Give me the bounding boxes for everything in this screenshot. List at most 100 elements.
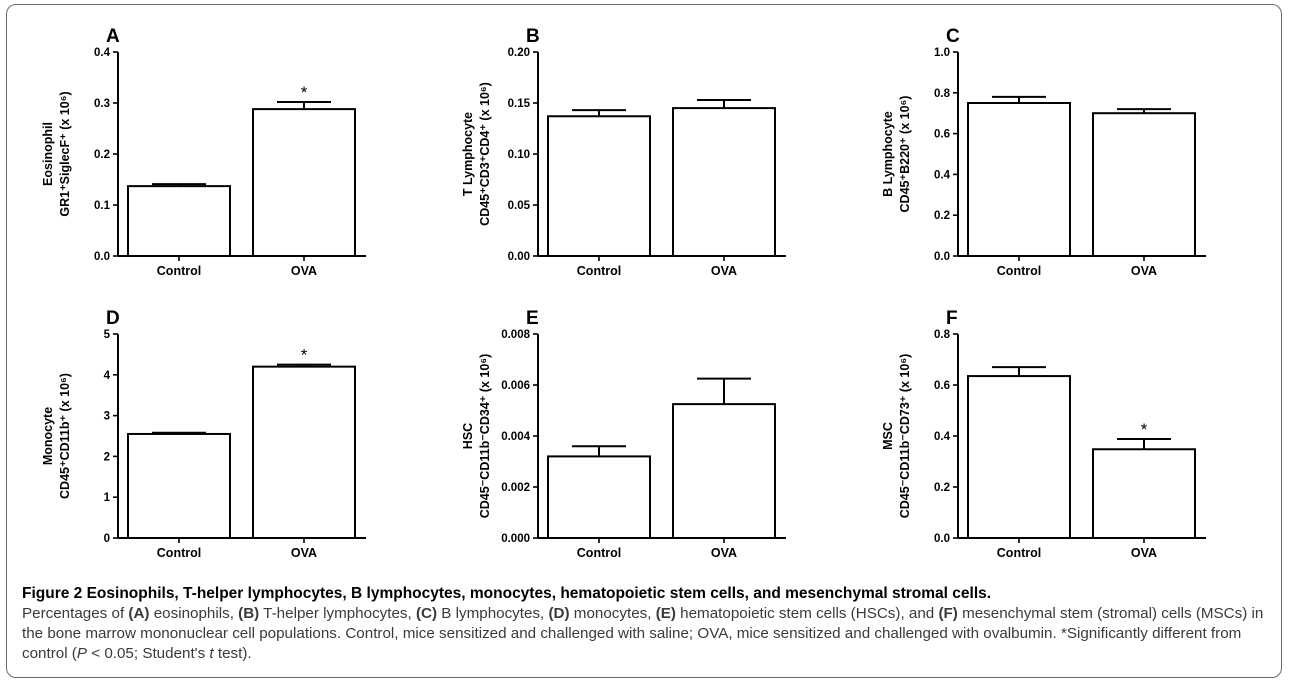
y-tick-label: 0.05 [508, 200, 531, 212]
y-tick-label: 2 [104, 451, 110, 463]
y-axis-label: CD45⁺CD3⁺CD4⁺ (x 10⁶) [478, 82, 492, 226]
panel-label: B [526, 26, 540, 47]
caption-label-b: (B) [238, 605, 260, 622]
bar-chart-b: B 0.00 0.05 0.10 0.15 0.20 T Lymphocyte CD45⁺CD… [461, 26, 786, 278]
caption-text: T-helper lymphocytes, [259, 605, 416, 622]
y-tick-label: 0.1 [94, 200, 111, 212]
caption-label-e: (E) [655, 605, 676, 622]
panel-a: A 0.0 0.1 0.2 0.3 0.4 Eosinophil GR1⁺SiglecF⁺ (… [8, 8, 428, 328]
y-tick-label: 0.2 [94, 149, 110, 161]
y-tick-label: 0.0 [934, 251, 950, 263]
panel-b: B 0.00 0.05 0.10 0.15 0.20 T Lymphocyte CD45⁺CD… [428, 8, 848, 328]
bar [1092, 112, 1196, 257]
x-tick-label: OVA [1131, 264, 1157, 278]
caption-label-f: (F) [938, 605, 958, 622]
bar-chart-e: E 0.000 0.002 0.004 0.006 0.008 HSC CD45⁻CD11b⁻… [461, 308, 786, 560]
bar [127, 185, 231, 258]
y-tick-label: 0.0 [934, 533, 950, 545]
y-axis-label: HSC [461, 423, 475, 449]
bar [1092, 448, 1196, 539]
x-tick-label: Control [157, 546, 201, 560]
caption-label-c: (C) [415, 605, 438, 622]
bar [967, 102, 1071, 257]
y-tick-label: 0.006 [501, 380, 530, 392]
y-tick-label: 4 [104, 370, 111, 382]
bar [127, 432, 231, 540]
bar-chart-d: D 0 1 2 3 4 5 Monocyte CD45⁺CD11b⁺ (x 10⁶) Contro… [41, 308, 366, 560]
y-axis-label: T Lymphocyte [461, 112, 475, 196]
y-tick-label: 0.2 [934, 210, 950, 222]
caption-t-symbol: t [209, 645, 214, 662]
caption-text: eosinophils, [149, 605, 239, 622]
y-tick-label: 0.002 [501, 482, 530, 494]
x-tick-label: Control [997, 546, 1041, 560]
bar [547, 115, 651, 258]
y-axis-label: B Lymphocyte [881, 111, 895, 197]
panel-e: E 0.000 0.002 0.004 0.006 0.008 HSC CD45⁻CD11b⁻… [428, 290, 848, 610]
y-axis-label: CD45⁻CD11b⁻CD73⁺ (x 10⁶) [898, 354, 912, 519]
x-tick-label: OVA [1131, 546, 1157, 560]
y-tick-label: 0.4 [934, 169, 951, 181]
panel-label: A [106, 26, 120, 47]
y-tick-label: 0.00 [508, 251, 530, 263]
caption-text: B lymphocytes, [437, 605, 549, 622]
caption-text: mesenchymal stem (stromal) cells (MSCs) … [22, 605, 1264, 662]
y-tick-label: 0.008 [501, 329, 530, 341]
x-tick-label: OVA [291, 546, 317, 560]
panel-label: D [106, 308, 120, 329]
x-tick-label: Control [997, 264, 1041, 278]
y-tick-label: 1 [104, 492, 111, 504]
y-tick-label: 0.6 [934, 129, 950, 141]
panel-d: D 0 1 2 3 4 5 Monocyte CD45⁺CD11b⁺ (x 10⁶) Contro… [8, 290, 428, 610]
y-tick-label: 0.15 [508, 98, 531, 110]
y-tick-label: 0.0 [94, 251, 110, 263]
caption-title: Figure 2 Eosinophils, T-helper lymphocyt… [22, 585, 992, 602]
y-axis-label: CD45⁻CD11b⁻CD34⁺ (x 10⁶) [478, 354, 492, 519]
y-tick-label: 0.004 [501, 431, 530, 443]
bar-chart-f: F 0.0 0.2 0.4 0.6 0.8 MSC CD45⁻CD11b⁻CD73⁺ (x 1… [881, 308, 1206, 560]
y-tick-label: 1.0 [934, 47, 950, 59]
caption-text: Percentages of [22, 605, 129, 622]
x-tick-label: OVA [291, 264, 317, 278]
bar [547, 455, 651, 539]
caption-body: Percentages of (A) eosinophils, (B) T-he… [22, 604, 1272, 664]
caption-text: test). [213, 645, 252, 662]
figure-frame [6, 4, 1282, 678]
bar [252, 365, 356, 539]
y-tick-label: 0.4 [94, 47, 111, 59]
x-tick-label: OVA [711, 264, 737, 278]
y-axis-label: CD45⁺B220⁺ (x 10⁶) [898, 96, 912, 213]
caption-text: < 0.05; Student's [87, 645, 210, 662]
panel-label: C [946, 26, 960, 47]
y-tick-label: 3 [104, 411, 110, 423]
bar [672, 107, 776, 257]
y-axis-label: MSC [881, 422, 895, 450]
caption-label-d: (D) [548, 605, 570, 622]
figure-caption: Figure 2 Eosinophils, T-helper lymphocyt… [22, 584, 1272, 664]
y-tick-label: 0 [104, 533, 110, 545]
y-tick-label: 0.20 [508, 47, 530, 59]
x-tick-label: Control [157, 264, 201, 278]
y-tick-label: 0.000 [501, 533, 530, 545]
bar [672, 403, 776, 539]
y-tick-label: 0.10 [508, 149, 530, 161]
bar [967, 375, 1071, 539]
bar [252, 108, 356, 258]
significance-marker: * [301, 83, 308, 102]
caption-text: hematopoietic stem cells (HSCs), and [675, 605, 939, 622]
bar-chart-a: A 0.0 0.1 0.2 0.3 0.4 Eosinophil GR1⁺SiglecF⁺ (… [41, 26, 366, 278]
y-tick-label: 0.2 [934, 482, 950, 494]
y-axis-label: CD45⁺CD11b⁺ (x 10⁶) [58, 373, 72, 499]
panel-c: C 0.0 0.2 0.4 0.6 0.8 1.0 B Lymphocyte CD45⁺B220… [848, 8, 1268, 328]
panel-label: E [526, 308, 539, 329]
caption-label-a: (A) [128, 605, 150, 622]
panel-f: F 0.0 0.2 0.4 0.6 0.8 MSC CD45⁻CD11b⁻CD73⁺ (x 1… [848, 290, 1268, 610]
significance-marker: * [301, 346, 308, 365]
x-tick-label: Control [577, 546, 621, 560]
bar-chart-c: C 0.0 0.2 0.4 0.6 0.8 1.0 B Lymphocyte CD45⁺B220… [881, 26, 1206, 278]
panel-label: F [946, 308, 958, 329]
y-axis-label: Monocyte [41, 407, 55, 465]
x-tick-label: OVA [711, 546, 737, 560]
significance-marker: * [1141, 420, 1148, 439]
y-tick-label: 0.8 [934, 88, 951, 100]
